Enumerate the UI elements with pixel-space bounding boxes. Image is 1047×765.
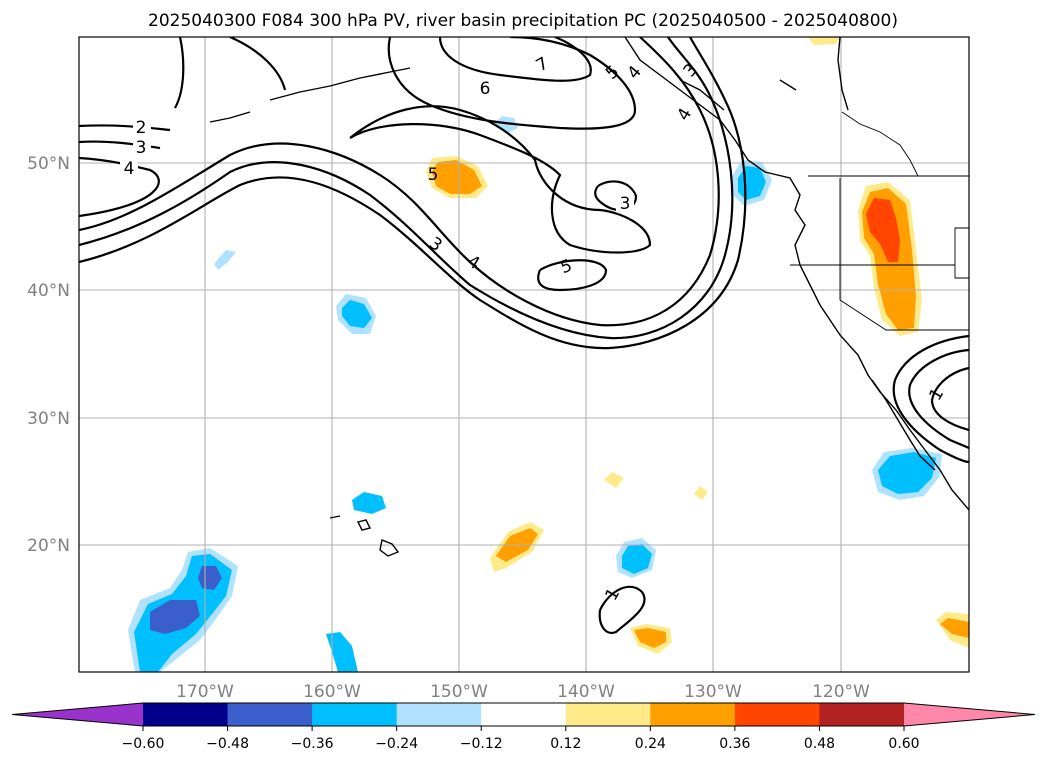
positive-anomaly-c3 [604, 472, 624, 488]
positive-anomaly-west-us-red [866, 198, 900, 262]
lon-label-130w: 130°W [684, 682, 742, 702]
pv-contours [79, 37, 969, 634]
positive-anomaly-c7 [808, 37, 840, 45]
colorbar-tick-label: −0.48 [206, 736, 249, 752]
contour-label-3-center: 3 [620, 194, 631, 214]
negative-anomaly-sw-core2 [198, 566, 222, 590]
lon-label-140w: 140°W [557, 682, 615, 702]
positive-anomaly-c1-inner [432, 160, 482, 194]
colorbar-tick-label: 0.12 [550, 736, 581, 752]
colorbar-tick-label: −0.12 [460, 736, 503, 752]
lat-label-40n: 40°N [27, 281, 70, 301]
colorbar-tick-label: 0.24 [635, 736, 666, 752]
negative-anomaly-c4 [494, 116, 518, 134]
lon-label-170w: 170°W [176, 682, 234, 702]
colorbar-tick-label: −0.24 [375, 736, 418, 752]
positive-anomaly-c5-inner [634, 628, 666, 648]
positive-anomaly-c4 [694, 486, 708, 500]
longitude-labels: 170°W 160°W 150°W 140°W 130°W 120°W [176, 682, 870, 702]
colorbar-segment [481, 703, 567, 726]
negative-anomaly-c2-inner [342, 300, 372, 328]
negative-anomaly-sw-core [150, 600, 200, 634]
map-frame [78, 36, 970, 673]
contour-label-4-west: 4 [124, 159, 135, 179]
colorbar-tick-label: 0.48 [804, 736, 835, 752]
lon-label-160w: 160°W [303, 682, 361, 702]
negative-anomaly-c3 [214, 250, 236, 270]
colorbar-tick-label: 0.60 [888, 736, 919, 752]
colorbar-segment [312, 703, 398, 726]
colorbar-tick-label: −0.60 [122, 736, 165, 752]
colorbar-segment [396, 703, 482, 726]
colorbar-segment [565, 703, 651, 726]
colorbar-tick-label: 0.36 [719, 736, 750, 752]
lat-label-50n: 50°N [27, 154, 70, 174]
colorbar-segment [227, 703, 313, 726]
colorbar: −0.60 −0.48 −0.36 −0.24 −0.12 0.12 0.24 0.36 0.4… [11, 702, 1036, 752]
lat-label-20n: 20°N [27, 536, 70, 556]
lat-label-30n: 30°N [27, 409, 70, 429]
colorbar-segment [650, 703, 736, 726]
figure-title: 2025040300 F084 300 hPa PV, river basin … [148, 11, 898, 31]
colorbar-segment [734, 703, 820, 726]
negative-anomaly-c5-inner [622, 544, 652, 574]
lon-label-150w: 150°W [430, 682, 488, 702]
colorbar-segment [143, 703, 229, 726]
negative-anomaly-c1 [326, 632, 358, 672]
contour-label-2: 2 [136, 118, 147, 138]
contour-label-3-west: 3 [136, 138, 147, 158]
negative-anomaly-hawaii [352, 492, 386, 514]
colorbar-segment [819, 703, 905, 726]
colorbar-extend-min [12, 703, 143, 726]
latitude-labels: 50°N 40°N 30°N 20°N [27, 154, 70, 556]
contour-label-5-west: 5 [428, 165, 439, 185]
colorbar-tick-label: −0.36 [291, 736, 334, 752]
lon-label-120w: 120°W [812, 682, 870, 702]
map-area: 2 3 4 6 7 5 4 3 4 5 3 4 5 1 3 1 [79, 37, 969, 672]
contour-label-6: 6 [480, 79, 491, 99]
positive-anomaly-c6-inner [940, 618, 969, 638]
negative-anomaly-baja-inner [878, 452, 936, 494]
colorbar-extend-max [904, 703, 1035, 726]
